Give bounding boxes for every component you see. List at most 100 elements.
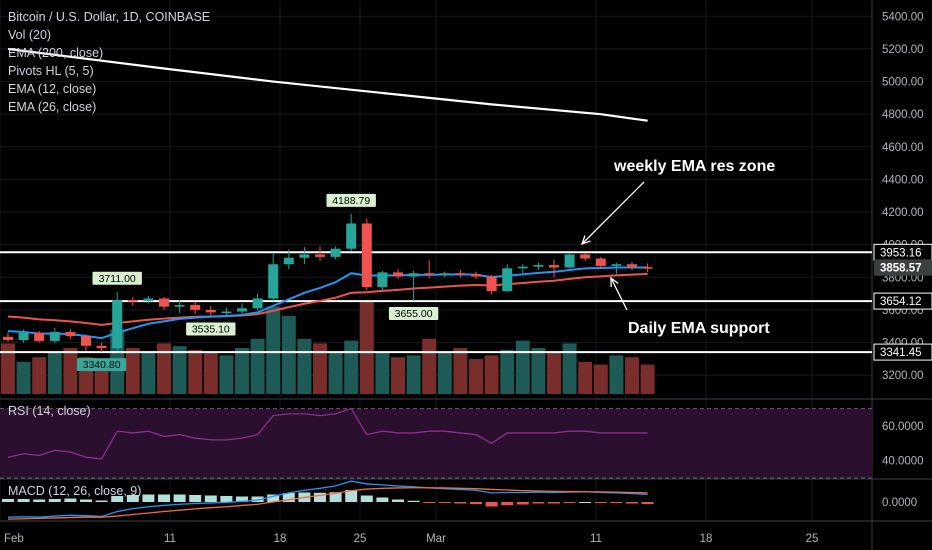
res-zone-arrow: [581, 181, 645, 245]
rsi-band: [0, 408, 872, 478]
candle-body: [49, 331, 60, 341]
volume-bar: [157, 343, 171, 394]
volume-bar: [313, 343, 327, 394]
macd-histogram-bar: [267, 494, 280, 502]
volume-bar: [47, 352, 62, 394]
volume-bar: [484, 355, 499, 394]
macd-histogram-bar: [392, 499, 404, 502]
price-axis-tick: 5400.00: [882, 11, 924, 23]
rsi-axis-tick: 60.0000: [882, 421, 924, 433]
candle-body: [190, 305, 201, 310]
pivot-label: 3711.00: [99, 273, 136, 285]
volume-bar: [562, 343, 577, 394]
candle-body: [471, 274, 481, 277]
indicator-ema12: EMA (12, close): [8, 82, 97, 96]
pivot-label: 3535.10: [192, 323, 230, 335]
volume-bar: [406, 355, 421, 394]
candle-body: [283, 257, 294, 265]
pivot-label-bg: [388, 306, 439, 320]
volume-bar: [391, 357, 405, 394]
time-axis-tick: 11: [590, 533, 602, 545]
volume-bar: [235, 348, 249, 394]
res-zone-arrow-head: [580, 235, 591, 246]
price-label: 3858.57: [880, 263, 922, 275]
candle-body: [361, 223, 372, 288]
price-axis-tick: 4800.00: [882, 109, 924, 121]
macd-histogram-bar: [314, 492, 326, 502]
volume-bar: [250, 338, 265, 394]
candle-body: [112, 300, 123, 349]
macd-axis-tick: 0.0000: [882, 497, 917, 509]
pivot-label: 3340.80: [83, 359, 121, 371]
volume-bar: [16, 361, 31, 394]
candle-body: [517, 266, 528, 269]
candle-body: [221, 311, 232, 314]
macd-histogram-bar: [189, 495, 202, 502]
macd-title: MACD (12, 26, close, 9): [8, 484, 142, 498]
time-axis-tick: 18: [274, 533, 287, 545]
macd-histogram-bar: [579, 502, 592, 503]
chart-legend: Bitcoin / U.S. Dollar, 1D, COINBASE Vol …: [8, 8, 210, 116]
pivot-label-bg: [92, 271, 142, 285]
signal-line: [7, 487, 648, 520]
candle-body: [408, 273, 419, 277]
support-arrow: [610, 277, 628, 311]
candle-body: [174, 305, 185, 307]
volume-bar: [172, 346, 187, 394]
time-axis-tick: Feb: [4, 533, 24, 545]
indicator-ema26: EMA (26, close): [8, 100, 97, 114]
macd-histogram-bar: [204, 495, 217, 502]
candle-body: [424, 273, 435, 275]
price-label-box: [873, 343, 932, 361]
pivot-label-bg: [76, 358, 127, 372]
time-axis-tick: 18: [700, 533, 713, 545]
candle-body: [377, 272, 388, 288]
volume-bar: [63, 348, 78, 394]
rsi-line: [7, 407, 648, 460]
candle-body: [611, 264, 622, 266]
volume-bar: [1, 343, 15, 394]
macd-histogram-bar: [142, 494, 155, 502]
macd-histogram-bar: [438, 502, 451, 503]
volume-bar: [203, 352, 218, 394]
time-axis-tick: 11: [164, 533, 176, 545]
candle-body: [549, 265, 559, 268]
macd-histogram-bar: [220, 496, 233, 502]
candle-body: [34, 332, 45, 341]
price-label-box: [874, 259, 932, 276]
macd-histogram-bar: [563, 502, 576, 503]
candle-body: [205, 309, 216, 313]
time-axis-tick: 25: [354, 533, 367, 545]
macd-line: [7, 480, 648, 518]
volume-bar: [281, 315, 296, 394]
volume-bar: [266, 306, 281, 394]
time-axis-tick: 25: [806, 533, 819, 545]
price-axis-tick: 4600.00: [882, 142, 924, 154]
res-zone-annotation: weekly EMA res zone: [614, 158, 776, 175]
candle-body: [580, 254, 591, 259]
candle-body: [455, 273, 466, 275]
volume-bar: [500, 349, 515, 394]
volume-bar: [515, 340, 530, 394]
volume-bar: [640, 364, 655, 394]
support-arrow-head: [610, 276, 619, 288]
candle-body: [393, 272, 403, 277]
macd-histogram-bar: [626, 502, 638, 504]
candle-body: [127, 300, 138, 302]
volume-bar: [344, 340, 359, 394]
macd-histogram-bar: [158, 494, 170, 502]
macd-histogram-bar: [610, 502, 623, 503]
indicator-ema200: EMA (200, close): [8, 46, 104, 60]
macd-histogram-bar: [95, 500, 108, 502]
macd-histogram-bar: [17, 499, 30, 502]
macd-histogram-bar: [236, 496, 248, 502]
rsi-axis-tick: 40.0000: [882, 456, 924, 468]
macd-histogram-bar: [594, 502, 607, 503]
macd-histogram-bar: [48, 499, 61, 502]
volume-bar: [453, 348, 468, 394]
pivot-label-bg: [186, 322, 236, 336]
pivot-label: 3655.00: [395, 308, 433, 320]
volume-bar: [625, 357, 639, 394]
candle-body: [81, 336, 91, 346]
